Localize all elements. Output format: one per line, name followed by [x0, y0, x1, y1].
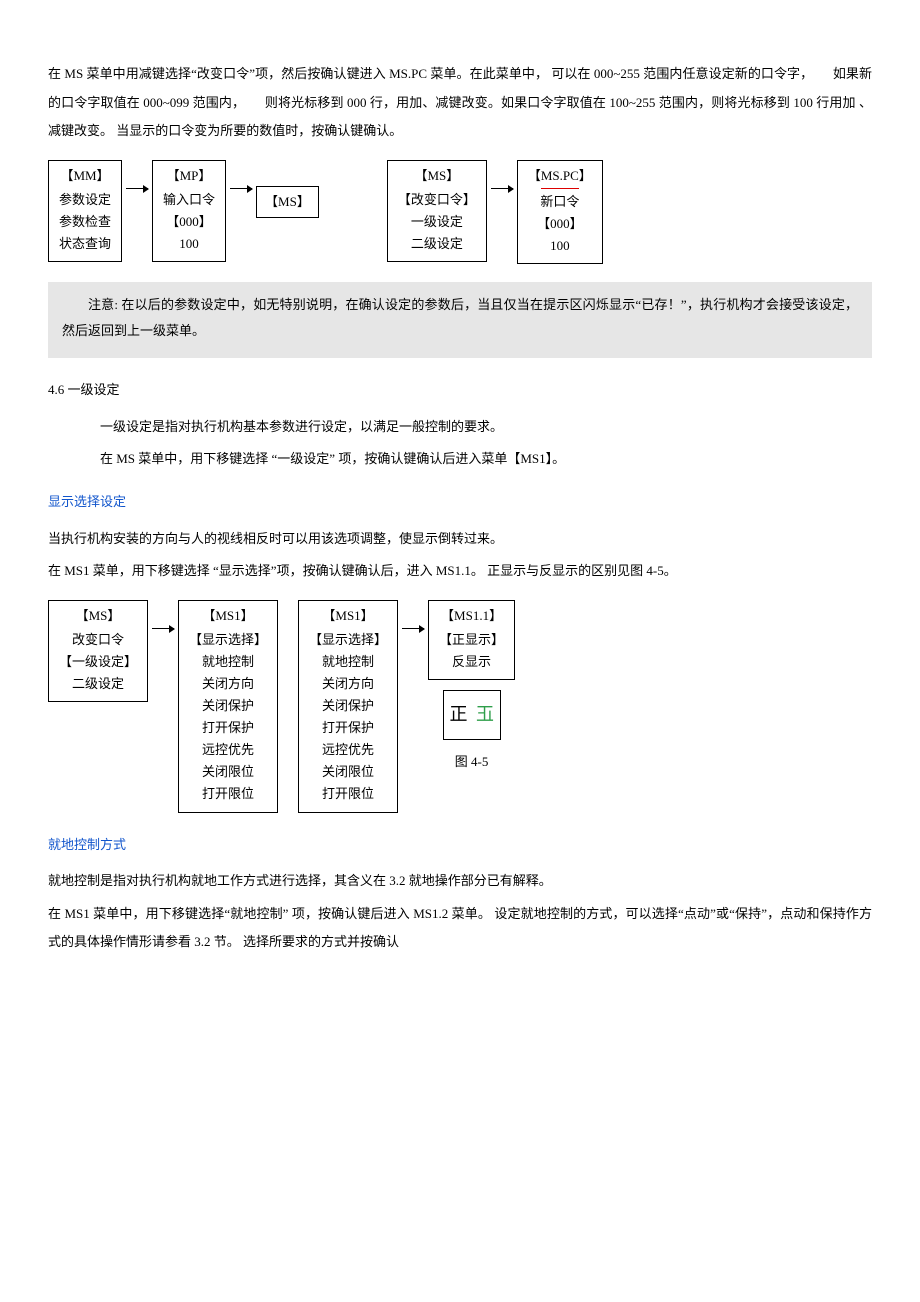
display-orientation-icon: 正正 [443, 690, 501, 740]
fc2-box-ms: 【MS】 改变口令 【一级设定】 二级设定 [48, 600, 148, 702]
arrow-icon [152, 628, 174, 629]
sec46-p1: 一级设定是指对执行机构基本参数进行设定，以满足一般控制的要求。 [48, 413, 872, 442]
heading-4-6: 4.6 一级设定 [48, 376, 872, 405]
sec46-p2: 在 MS 菜单中，用下移键选择 “一级设定” 项，按确认键确认后进入菜单【MS1… [48, 445, 872, 474]
local-p1: 就地控制是指对执行机构就地工作方式进行选择，其含义在 3.2 就地操作部分已有解… [48, 867, 872, 896]
arrow-icon [491, 188, 513, 189]
fc-box-ms: 【MS】 【改变口令】 一级设定 二级设定 [387, 160, 487, 262]
arrow-icon [230, 188, 252, 189]
figure-4-5-caption: 图 4-5 [455, 748, 489, 777]
local-p2: 在 MS1 菜单中，用下移键选择“就地控制” 项，按确认键后进入 MS1.2 菜… [48, 900, 872, 957]
flowchart-password: 【MM】 参数设定 参数检查 状态查询 【MP】 输入口令 【000】 100 … [48, 160, 872, 264]
arrow-icon [402, 628, 424, 629]
disp-p2: 在 MS1 菜单，用下移键选择 “显示选择”项，按确认键确认后，进入 MS1.1… [48, 557, 872, 586]
paragraph-ms-menu: 在 MS 菜单中用减键选择“改变口令”项，然后按确认键进入 MS.PC 菜单。在… [48, 60, 872, 146]
fc2-box-ms11: 【MS1.1】 【正显示】 反显示 [428, 600, 515, 680]
note-box: 注意: 在以后的参数设定中，如无特别说明，在确认设定的参数后，当且仅当在提示区闪… [48, 282, 872, 358]
note-text: 注意: 在以后的参数设定中，如无特别说明，在确认设定的参数后，当且仅当在提示区闪… [62, 292, 858, 344]
fc-box-mp: 【MP】 输入口令 【000】 100 [152, 160, 226, 262]
heading-display-select: 显示选择设定 [48, 488, 872, 517]
fc-box-ms-small: 【MS】 [256, 186, 319, 218]
disp-p1: 当执行机构安装的方向与人的视线相反时可以用该选项调整，使显示倒转过来。 [48, 525, 872, 554]
fc2-box-ms1a: 【MS1】 【显示选择】 就地控制 关闭方向 关闭保护 打开保护 远控优先 关闭… [178, 600, 278, 813]
fc2-box-ms1b: 【MS1】 【显示选择】 就地控制 关闭方向 关闭保护 打开保护 远控优先 关闭… [298, 600, 398, 813]
fc-box-mspc: 【MS.PC】 新口令 【000】 100 [517, 160, 603, 264]
arrow-icon [126, 188, 148, 189]
flowchart-display: 【MS】 改变口令 【一级设定】 二级设定 【MS1】 【显示选择】 就地控制 … [48, 600, 872, 813]
fc-box-mm: 【MM】 参数设定 参数检查 状态查询 [48, 160, 122, 262]
heading-local-control: 就地控制方式 [48, 831, 872, 860]
